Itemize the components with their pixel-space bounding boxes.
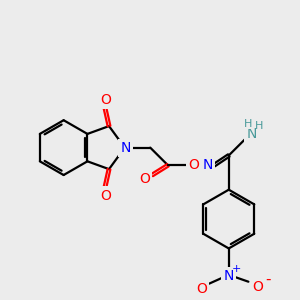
Text: -: - xyxy=(265,272,271,287)
Text: H: H xyxy=(255,121,263,131)
Text: N: N xyxy=(224,269,234,283)
Text: +: + xyxy=(232,264,241,274)
Text: N: N xyxy=(121,141,131,154)
Text: N: N xyxy=(246,127,256,141)
Text: O: O xyxy=(196,282,207,296)
Text: O: O xyxy=(139,172,150,186)
Text: H: H xyxy=(244,119,253,129)
Text: O: O xyxy=(100,189,112,202)
Text: N: N xyxy=(203,158,213,172)
Text: O: O xyxy=(100,93,112,107)
Text: O: O xyxy=(188,158,199,172)
Text: O: O xyxy=(252,280,263,294)
